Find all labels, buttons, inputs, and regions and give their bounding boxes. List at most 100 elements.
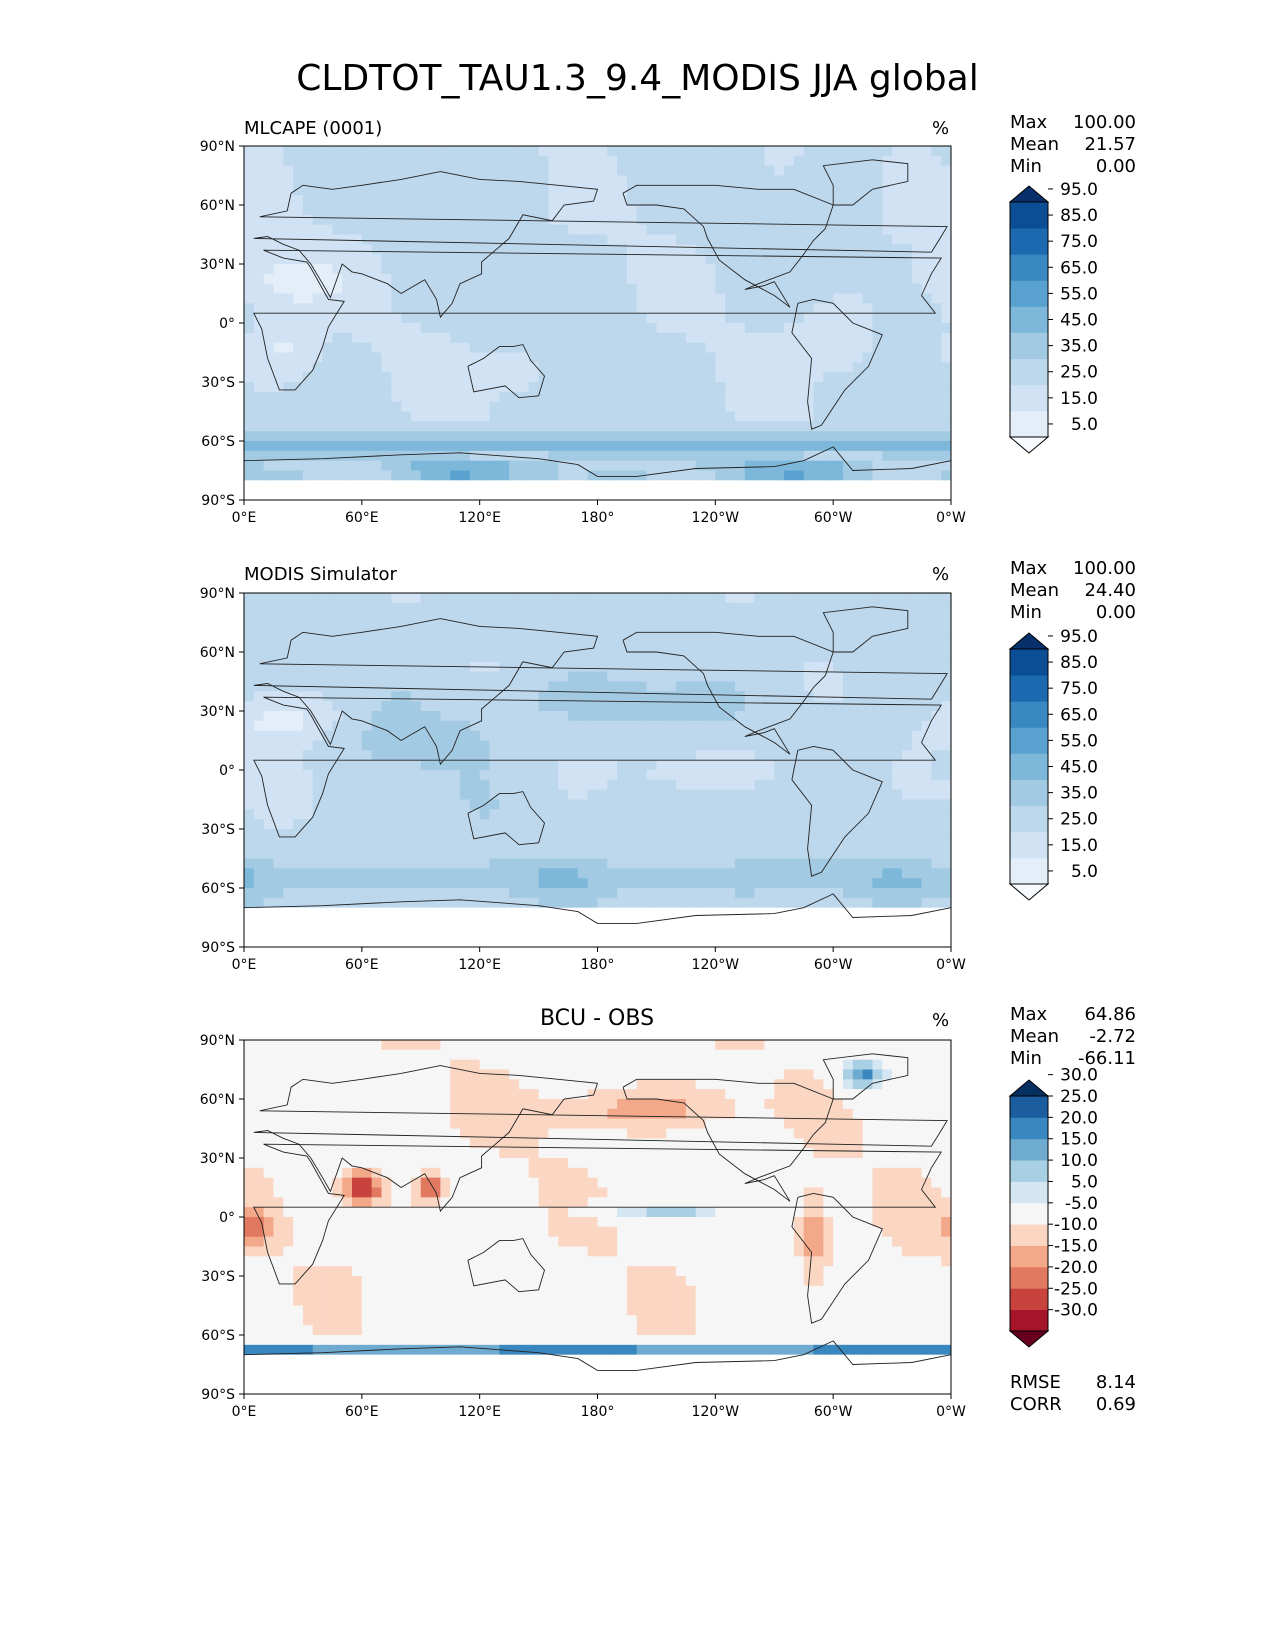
heat-cell [941,273,952,285]
heat-cell [715,750,726,761]
heat-cell [332,750,343,761]
heat-cell [371,460,382,471]
heat-cell [469,441,481,452]
heat-cell [528,809,539,820]
heat-cell [371,313,382,324]
heat-cell [361,431,373,442]
heat-cell [469,480,481,491]
heat-cell [872,779,883,791]
heat-cell [784,809,795,820]
heat-cell [548,809,559,820]
heat-cell [931,411,942,422]
heat-cell [342,701,353,712]
heat-cell [587,411,598,422]
heat-cell [440,661,451,673]
heat-cell [253,888,265,899]
heat-cell [391,372,402,383]
heat-cell [784,342,795,353]
heat-cell [784,441,795,452]
heat-cell [705,460,716,471]
heat-cell [361,809,373,820]
heat-cell [518,888,530,899]
heat-cell [371,888,382,899]
heat-cell [538,602,549,614]
heat-cell [283,303,294,314]
heat-cell [587,652,598,663]
heat-cell [548,411,559,422]
heat-cell [823,838,834,850]
heat-cell [725,323,736,334]
heat-cell [489,789,500,800]
heat-cell [705,602,716,614]
heat-cell [793,740,805,751]
heat-cell [813,632,824,643]
heat-cell [754,622,765,633]
heat-cell [332,652,343,663]
heat-cell [568,450,579,462]
heat-cell [882,622,893,633]
heat-cell [253,205,265,216]
heat-cell [803,740,814,751]
heat-cell [784,293,795,304]
heat-cell [774,214,785,226]
heat-cell [450,352,461,363]
heat-cell [813,372,824,383]
heat-cell [469,450,481,462]
heat-cell [617,205,628,216]
heat-cell [499,760,510,771]
heat-cell [695,711,706,722]
heat-cell [322,460,333,471]
heat-cell [872,740,883,751]
heat-cell [872,421,883,432]
heat-cell [479,593,490,604]
heat-cell [538,789,549,800]
heat-cell [813,691,824,702]
heat-cell [744,244,756,255]
heat-cell [715,770,726,781]
heat-cell [823,460,834,471]
heat-cell [371,411,382,422]
heat-cell [401,391,412,403]
heat-cell [293,382,304,393]
heat-cell [833,185,844,196]
heat-cell [685,809,697,820]
heat-cell [656,273,667,285]
heat-cell [509,838,520,850]
heat-cell [469,779,481,791]
heat-cell [695,382,706,393]
heat-cell [401,838,412,850]
heat-cell [833,652,844,663]
heat-cell [528,342,539,353]
heat-cell [263,799,274,810]
heat-cell [685,323,697,334]
heat-cell [823,391,834,403]
heat-cell [283,602,294,614]
heat-cell [764,293,775,304]
heat-cell [852,701,864,712]
heat-cell [882,593,893,604]
heat-cell [813,819,824,830]
heat-cell [705,254,716,265]
heat-cell [440,470,451,481]
heat-cell [695,254,706,265]
heat-cell [283,809,294,820]
heat-cell [823,490,834,501]
heat-cell [626,760,638,771]
heat-cell [538,642,549,653]
heat-cell [499,372,510,383]
heat-cell [244,313,255,324]
heat-cell [705,770,716,781]
heat-cell [440,214,451,226]
heat-cell [352,789,363,800]
heat-cell [420,224,431,235]
heat-cell [410,224,422,235]
heat-cell [656,829,667,840]
heat-cell [263,829,274,840]
heat-cell [528,441,539,452]
heat-cell [793,819,805,830]
heat-cell [626,750,638,761]
heat-cell [842,720,854,732]
heat-cell [509,283,520,294]
heat-cell [342,819,353,830]
heat-cell [842,711,854,722]
